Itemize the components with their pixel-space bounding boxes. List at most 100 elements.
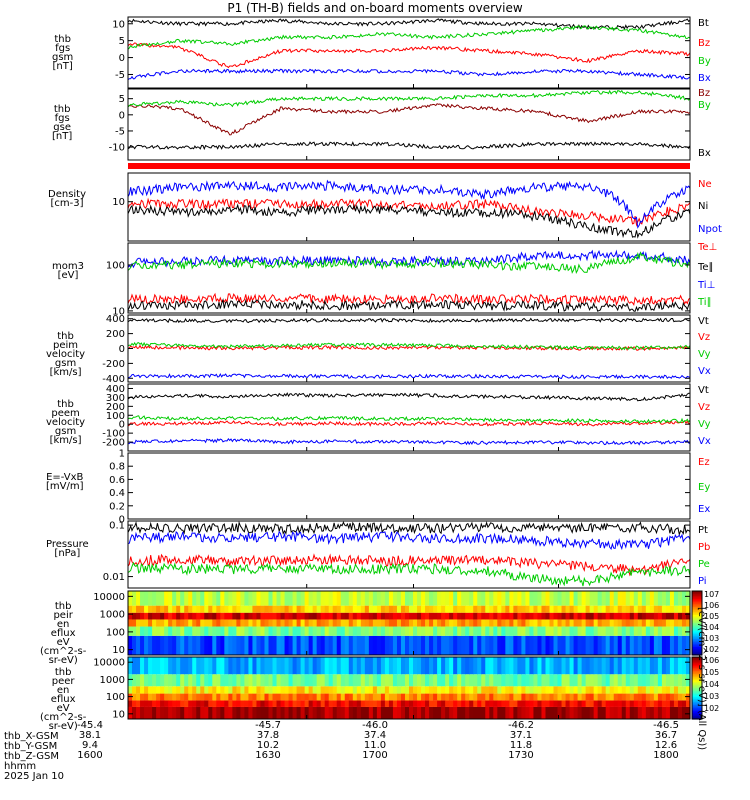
- spectrogram-cell: [561, 612, 567, 620]
- spectrogram-cell: [593, 657, 599, 675]
- spectrogram-cell: [493, 591, 498, 606]
- spectrogram-cell: [633, 591, 639, 606]
- spectrogram-cell: [304, 626, 310, 636]
- spectrogram-cell: [661, 619, 667, 627]
- spectrogram-cell: [364, 657, 370, 675]
- spectrogram-cell: [565, 605, 571, 613]
- colorbar-cell: [692, 695, 702, 698]
- spectrogram-cell: [429, 706, 434, 719]
- spectrogram-cell: [144, 706, 149, 719]
- spectrogram-cell: [244, 619, 250, 627]
- spectrogram-cell: [344, 693, 350, 701]
- spectrogram-cell: [224, 635, 229, 655]
- colorbar-cell: [692, 618, 702, 621]
- spectrogram-cell: [541, 657, 547, 675]
- spectrogram-cell: [364, 706, 370, 719]
- spectrogram-cell: [316, 591, 322, 606]
- spectrogram-cell: [260, 612, 266, 620]
- series-temperature-1: [127, 298, 691, 312]
- legend-fgs_gse-0: Bz: [698, 88, 710, 99]
- spectrogram-cell: [304, 674, 310, 687]
- spectrogram-cell: [417, 686, 422, 694]
- spectrogram-cell: [565, 706, 571, 719]
- spectrogram-cell: [252, 626, 258, 636]
- spectrogram-cell: [156, 686, 161, 694]
- spectrogram-cell: [312, 626, 318, 636]
- spectrogram-cell: [473, 626, 478, 636]
- spectrogram-cell: [192, 612, 197, 620]
- spectrogram-cell: [673, 619, 679, 627]
- spectrogram-cell: [553, 635, 559, 655]
- footer-column: -46.2 37.1 11.8 1730: [491, 721, 551, 761]
- efield-ylabel: E=-VxB [mV/m]: [46, 472, 84, 492]
- spectrogram-cell: [304, 686, 310, 694]
- spectrogram-cell: [593, 693, 599, 701]
- spectrogram-cell: [525, 591, 531, 606]
- spectrogram-cell: [208, 686, 213, 694]
- spectrogram-cell: [441, 700, 446, 707]
- spectrogram-cell: [240, 706, 246, 719]
- spectrogram-cell: [449, 700, 454, 707]
- colorbar-cell: [692, 698, 702, 701]
- spectrogram-cell: [685, 635, 691, 655]
- spectrogram-cell: [545, 635, 551, 655]
- spectrogram-cell: [192, 605, 197, 613]
- spectrogram-cell: [485, 635, 490, 655]
- spectrogram-cell: [421, 635, 426, 655]
- spectrogram-cell: [601, 706, 607, 719]
- spectrogram-cell: [669, 635, 675, 655]
- spectrogram-cell: [553, 612, 559, 620]
- spectrogram-cell: [148, 706, 153, 719]
- page-title: P1 (TH-B) fields and on-board moments ov…: [227, 1, 523, 15]
- spectrogram-cell: [561, 591, 567, 606]
- spectrogram-cell: [276, 686, 282, 694]
- spectrogram-cell: [292, 626, 298, 636]
- spectrogram-cell: [232, 686, 237, 694]
- spectrogram-cell: [597, 591, 603, 606]
- spectrogram-cell: [144, 693, 149, 701]
- spectrogram-cell: [380, 657, 386, 675]
- spectrogram-cell: [665, 657, 671, 675]
- spectrogram-cell: [513, 686, 518, 694]
- spectrogram-cell: [252, 686, 258, 694]
- spectrogram-cell: [545, 674, 551, 687]
- spectrogram-cell: [453, 700, 458, 707]
- spectrogram-cell: [677, 635, 683, 655]
- spectrogram-cell: [685, 686, 691, 694]
- spectrogram-cell: [485, 657, 490, 675]
- spectrogram-cell: [633, 605, 639, 613]
- spectrogram-cell: [348, 674, 354, 687]
- spectrogram-cell: [216, 657, 221, 675]
- spectrogram-cell: [501, 626, 506, 636]
- spectrogram-cell: [437, 612, 442, 620]
- spectrogram-cell: [497, 686, 502, 694]
- spectrogram-cell: [537, 657, 543, 675]
- spectrogram-cell: [597, 619, 603, 627]
- spectrogram-cell: [549, 619, 555, 627]
- spectrogram-cell: [132, 700, 137, 707]
- footer-x-value: -46.2: [508, 720, 534, 731]
- spectrogram-cell: [324, 605, 330, 613]
- y-tick-label: 300: [106, 393, 125, 404]
- spectrogram-cell: [477, 612, 482, 620]
- spectrogram-cell: [649, 686, 655, 694]
- spectrogram-cell: [268, 693, 274, 701]
- spectrogram-cell: [449, 674, 454, 687]
- spectrogram-cell: [168, 619, 173, 627]
- spectrogram-cell: [489, 605, 494, 613]
- spectrogram-cell: [477, 619, 482, 627]
- spectrogram-cell: [188, 686, 193, 694]
- spectrogram-cell: [296, 693, 302, 701]
- spectrogram-cell: [324, 626, 330, 636]
- spectrogram-cell: [485, 674, 490, 687]
- spectrogram-cell: [360, 686, 366, 694]
- spectrogram-cell: [585, 635, 591, 655]
- peim-velocity-ylabel: thb peim velocity gsm [km/s]: [46, 331, 86, 378]
- spectrogram-cell: [292, 700, 298, 707]
- spectrogram-cell: [400, 612, 406, 620]
- spectrogram-cell: [312, 686, 318, 694]
- colorbar-tick-label: 103: [704, 692, 719, 701]
- spectrogram-cell: [392, 674, 398, 687]
- spectrogram-cell: [152, 619, 157, 627]
